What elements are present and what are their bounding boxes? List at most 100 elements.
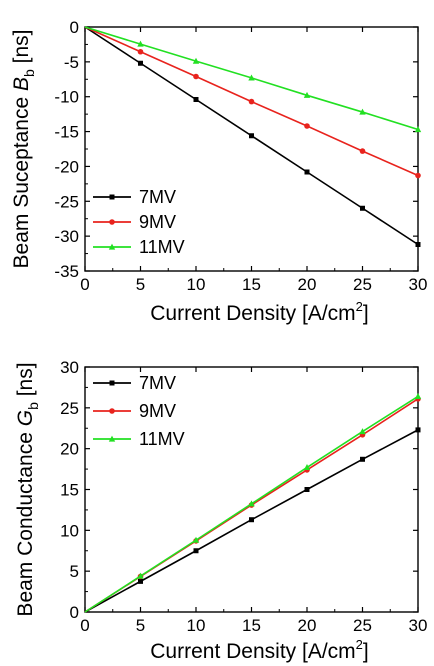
series-9MV [84, 26, 421, 179]
y-tick-label: 25 [60, 399, 79, 418]
data-point [248, 500, 255, 507]
x-tick-label: 0 [80, 275, 89, 294]
data-point [249, 133, 254, 139]
x-tick-label: 25 [353, 616, 372, 635]
x-tick-label: 20 [298, 275, 317, 294]
x-tick-label: 10 [187, 275, 206, 294]
x-tick-label: 15 [242, 275, 261, 294]
x-tick-label: 0 [80, 616, 89, 635]
data-point [304, 487, 310, 492]
data-point [248, 98, 255, 105]
legend-label: 7MV [139, 187, 176, 207]
data-point [415, 172, 421, 179]
x-axis-label: Current Density [A/cm2] [150, 299, 368, 325]
y-tick-label: 0 [70, 603, 79, 622]
y-axis-label-end: [ns] [14, 362, 37, 402]
data-point [192, 536, 200, 543]
data-point [414, 393, 422, 399]
series-11MV [84, 393, 422, 613]
x-axis-label-sup: 2 [356, 299, 363, 314]
legend-marker [109, 408, 115, 414]
data-point [137, 572, 144, 579]
data-point [192, 57, 200, 64]
y-axis-label-text: Beam Suceptance [10, 91, 33, 268]
x-axis-label-end: ] [363, 302, 369, 325]
x-axis-label-end: ] [363, 640, 369, 663]
data-point [193, 548, 199, 554]
series-7MV [84, 26, 421, 248]
x-tick-label: 30 [409, 275, 428, 294]
legend-marker [109, 219, 115, 225]
data-point [248, 74, 255, 81]
y-tick-label: 5 [70, 562, 79, 581]
data-point [304, 169, 310, 175]
x-axis-label: Current Density [A/cm2] [150, 637, 368, 663]
series-11MV [84, 26, 422, 133]
y-tick-label: -15 [54, 123, 79, 142]
x-axis-label-sup: 2 [356, 637, 363, 652]
data-point [249, 517, 254, 523]
y-tick-label: 0 [70, 18, 79, 37]
legend-marker [109, 380, 115, 386]
data-point [414, 126, 422, 133]
legend-label: 11MV [139, 237, 185, 257]
data-point [360, 456, 365, 462]
y-axis-label: Beam Conductance Gb [ns] [14, 362, 41, 616]
legend-label: 7MV [139, 373, 176, 393]
x-tick-label: 25 [353, 275, 372, 294]
legend: 7MV 9MV 11MV [93, 373, 185, 449]
chart-panel-1: 0 5 10 15 20 25 30 -35 -30 -25 -20 -15 -10 -5 0 Current… [10, 18, 427, 325]
y-tick-label: -10 [54, 88, 79, 107]
y-axis-label-text: Beam Conductance [14, 426, 37, 616]
data-point [303, 464, 311, 471]
x-tick-label: 5 [136, 616, 145, 635]
data-point [193, 97, 199, 103]
legend-marker [108, 435, 116, 442]
x-tick-label: 20 [298, 616, 317, 635]
data-point [304, 123, 310, 129]
data-point [137, 48, 144, 55]
data-point [359, 148, 366, 154]
x-tick-label: 30 [409, 616, 428, 635]
y-axis-label: Beam Suceptance Bb [ns] [10, 30, 37, 269]
y-tick-label: 20 [60, 440, 79, 459]
chart-panel-2: 0 5 10 15 20 25 30 0 5 10 15 20 25 30 Current Density … [14, 358, 427, 663]
data-point [415, 427, 421, 433]
x-tick-label: 10 [187, 616, 206, 635]
data-point [359, 108, 366, 115]
x-tick-label: 5 [136, 275, 145, 294]
x-axis-label-text: Current Density [A/cm [150, 640, 355, 663]
x-tick-label: 15 [242, 616, 261, 635]
legend-label: 11MV [139, 429, 185, 449]
y-tick-label: -20 [54, 157, 79, 176]
y-tick-label: -35 [54, 262, 79, 281]
y-tick-label: 30 [60, 358, 79, 377]
data-point [415, 242, 421, 248]
legend-label: 9MV [139, 401, 176, 421]
x-axis-label-text: Current Density [A/cm [150, 302, 355, 325]
legend-marker [108, 243, 116, 250]
legend-label: 9MV [139, 212, 176, 232]
data-point [138, 578, 143, 584]
y-tick-label: -30 [54, 227, 79, 246]
data-point [360, 205, 365, 211]
data-point [303, 91, 311, 98]
plot-frame [84, 26, 419, 272]
y-tick-label: 15 [60, 481, 79, 500]
series-7MV [84, 427, 421, 613]
y-axis-label-symbol: B [10, 77, 33, 91]
data-point [193, 73, 199, 80]
data-point [138, 60, 143, 66]
y-tick-label: 10 [60, 521, 79, 540]
legend: 7MV 9MV 11MV [93, 187, 185, 257]
data-point [359, 428, 366, 435]
y-tick-label: -5 [64, 53, 79, 72]
legend-marker [109, 194, 115, 200]
y-axis-label-end: [ns] [10, 30, 33, 70]
y-axis-label-symbol: G [14, 410, 37, 426]
y-axis-label-sub: b [25, 402, 41, 410]
y-tick-label: -25 [54, 192, 79, 211]
plot-frame [84, 366, 419, 613]
data-point [137, 40, 144, 47]
